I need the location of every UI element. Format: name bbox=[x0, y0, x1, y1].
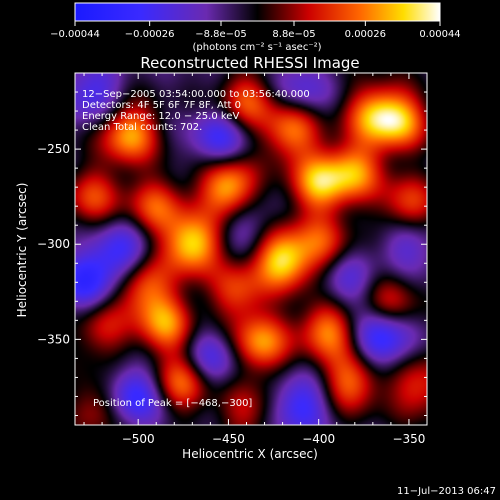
colorbar-tick-label: 8.8e−05 bbox=[272, 29, 315, 40]
colorbar-tick-label: −0.00026 bbox=[125, 29, 175, 40]
axes: −500 −450 −400 −350 −250 −300 −350 bbox=[37, 72, 428, 446]
x-tick-label: −450 bbox=[212, 432, 245, 446]
colorbar-unit-label: (photons cm⁻² s⁻¹ asec⁻²) bbox=[192, 42, 321, 53]
chart-title: Reconstructed RHESSI Image bbox=[140, 54, 359, 72]
y-axis-label: Heliocentric Y (arcsec) bbox=[15, 183, 29, 318]
colorbar-tick-label: −0.00044 bbox=[50, 29, 100, 40]
y-tick-label: −250 bbox=[37, 142, 70, 156]
colorbar-tick-label: 0.00044 bbox=[419, 29, 460, 40]
plot-frame bbox=[74, 72, 428, 426]
annotations: 12−Sep−2005 03:54:00.000 to 03:56:40.000… bbox=[82, 89, 310, 409]
colorbar-tick-label: 0.00026 bbox=[345, 29, 386, 40]
annotation-line: Clean Total counts: 702. bbox=[82, 122, 202, 133]
x-tick-label: −400 bbox=[302, 432, 335, 446]
peak-position-label: Position of Peak = [−468,−300] bbox=[93, 398, 252, 409]
colorbar-tick-label: −8.8e−05 bbox=[195, 29, 247, 40]
x-tick-label: −500 bbox=[122, 432, 155, 446]
x-axis-label: Heliocentric X (arcsec) bbox=[182, 447, 318, 461]
annotation-line: Energy Range: 12.0 − 25.0 keV bbox=[82, 111, 239, 122]
y-tick-label: −350 bbox=[37, 332, 70, 346]
colorbar bbox=[74, 2, 441, 22]
footer-timestamp: 11−Jul−2013 06:47 bbox=[397, 486, 496, 497]
annotation-line: 12−Sep−2005 03:54:00.000 to 03:56:40.000 bbox=[82, 89, 310, 100]
y-tick-label: −300 bbox=[37, 237, 70, 251]
annotation-line: Detectors: 4F 5F 6F 7F 8F, Att 0 bbox=[82, 100, 241, 111]
x-tick-label: −350 bbox=[392, 432, 425, 446]
heatmap-image bbox=[75, 73, 427, 425]
colorbar-ticks: −0.00044 −0.00026 −8.8e−05 8.8e−05 0.00026 0.… bbox=[50, 21, 461, 40]
